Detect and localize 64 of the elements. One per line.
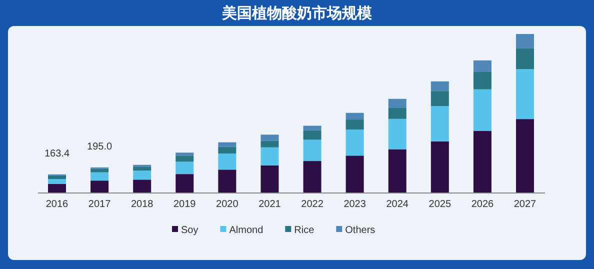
bar <box>473 130 492 193</box>
bar <box>218 154 236 170</box>
bar <box>176 156 194 162</box>
bar <box>516 34 534 48</box>
bar <box>133 180 152 193</box>
legend-label: Soy <box>181 225 198 236</box>
bar <box>388 118 406 150</box>
bar <box>346 130 364 156</box>
bar <box>346 156 364 193</box>
bar <box>90 180 109 193</box>
bar <box>303 126 322 130</box>
x-tick-label: 2018 <box>130 199 154 210</box>
bar <box>260 134 279 141</box>
bar <box>388 98 406 108</box>
bar <box>176 162 194 174</box>
annotation: 195.0 <box>87 141 112 152</box>
bar <box>473 72 492 90</box>
legend-label: Others <box>345 225 376 236</box>
bar <box>48 184 66 193</box>
bar <box>516 119 534 193</box>
bar <box>90 168 109 172</box>
bar <box>303 130 322 140</box>
bar <box>218 142 236 147</box>
bar <box>260 140 279 148</box>
annotation: 163.4 <box>44 148 70 160</box>
bar <box>133 170 152 180</box>
bar <box>176 152 194 156</box>
bar <box>218 146 236 154</box>
bar <box>48 179 66 184</box>
bar <box>218 170 236 193</box>
bar <box>303 140 322 162</box>
bar <box>133 166 152 171</box>
bar <box>430 141 449 193</box>
x-tick-label: 2017 <box>88 199 112 210</box>
bar <box>430 106 449 142</box>
x-tick-label: 2026 <box>471 199 494 210</box>
x-tick-label: 2023 <box>344 199 366 210</box>
bar <box>473 89 492 131</box>
bar <box>388 149 406 193</box>
bar <box>90 172 109 181</box>
x-tick-label: 2025 <box>428 199 452 210</box>
bar <box>430 91 449 106</box>
legend-label: Rice <box>294 225 315 236</box>
bar <box>303 161 322 193</box>
bar <box>430 81 449 92</box>
bar <box>346 120 364 130</box>
x-tick-label: 2020 <box>216 199 239 210</box>
legend-label: Almond <box>229 225 264 236</box>
bar <box>388 108 406 119</box>
bar <box>176 174 194 193</box>
bar <box>516 69 534 120</box>
x-tick-label: 2024 <box>386 199 409 210</box>
bar <box>473 60 492 72</box>
x-tick-label: 2019 <box>174 199 196 210</box>
x-tick-label: 2016 <box>46 199 69 210</box>
x-tick-label: 2021 <box>258 199 282 210</box>
bar <box>260 147 279 166</box>
bar <box>48 175 66 180</box>
x-tick-label: 2027 <box>514 199 537 210</box>
bar <box>516 48 534 70</box>
chart-title: 美国植物酸奶市场规模 <box>221 4 373 22</box>
x-tick-label: 2022 <box>301 199 324 210</box>
bar <box>346 112 364 120</box>
bar <box>260 165 279 193</box>
